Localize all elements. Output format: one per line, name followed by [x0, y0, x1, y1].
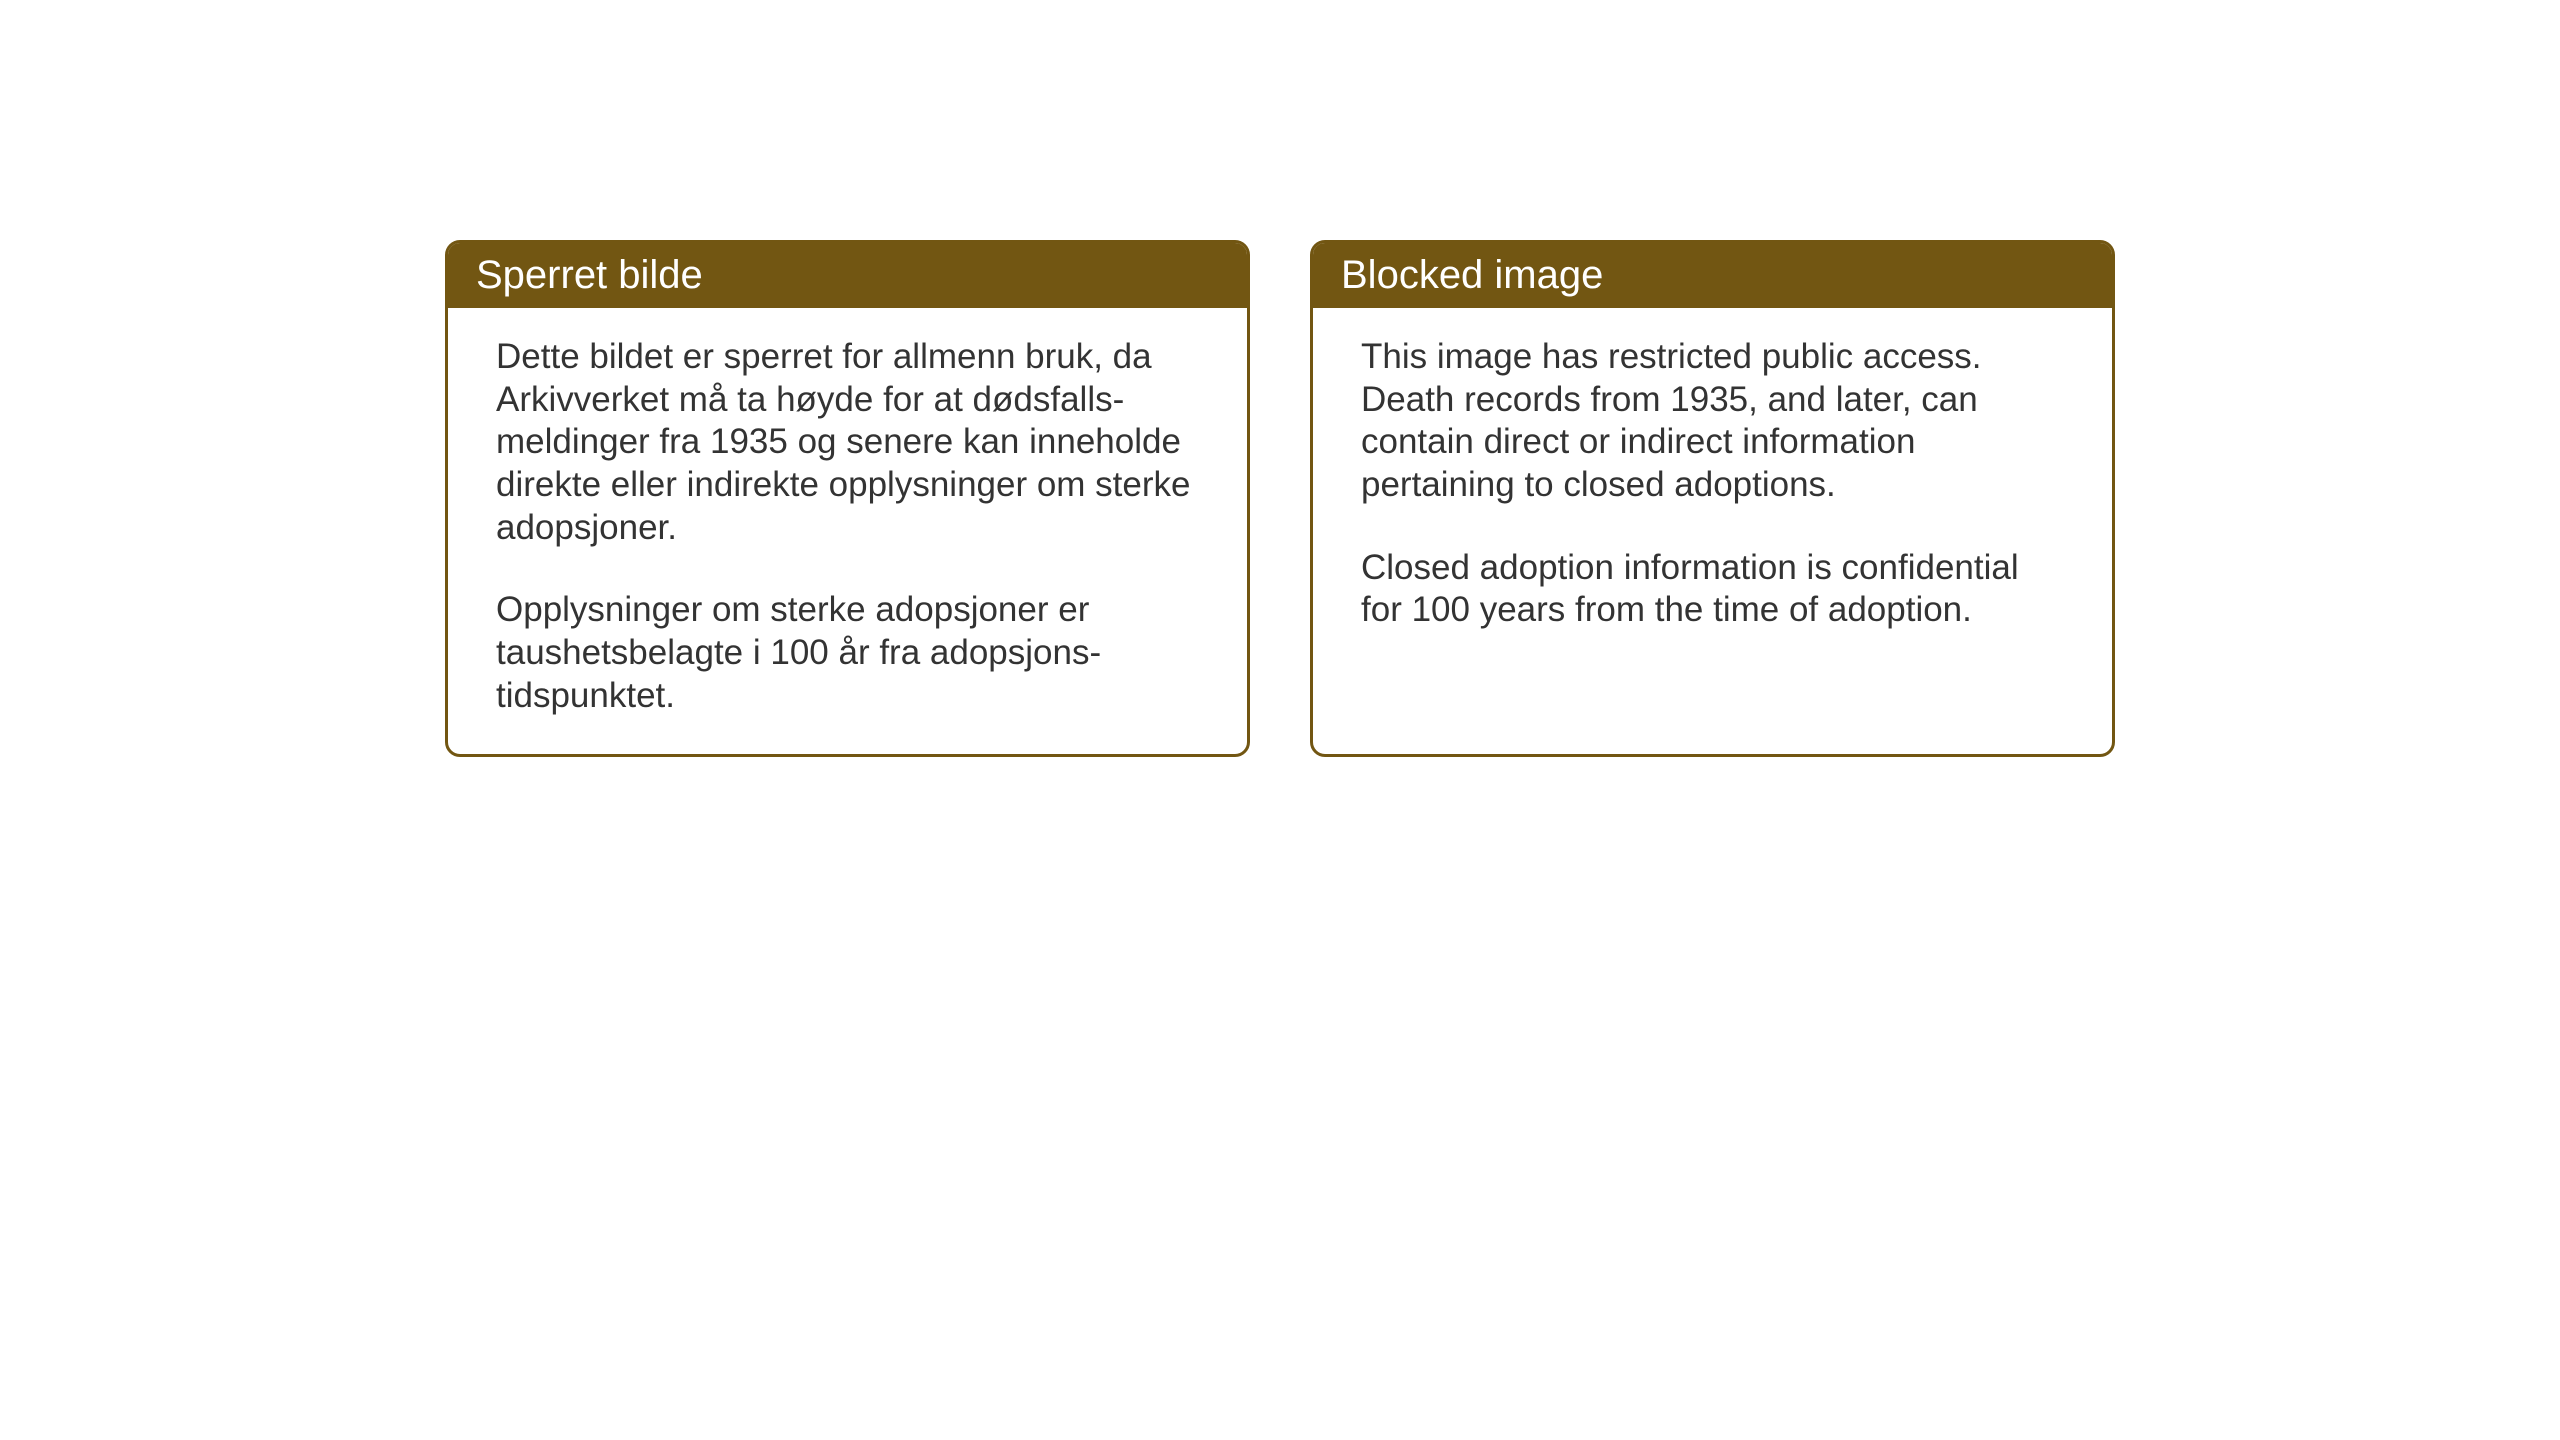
- notice-paragraph-1-norwegian: Dette bildet er sperret for allmenn bruk…: [496, 336, 1199, 549]
- notice-body-norwegian: Dette bildet er sperret for allmenn bruk…: [448, 308, 1247, 754]
- notice-paragraph-2-english: Closed adoption information is confident…: [1361, 547, 2064, 632]
- notice-paragraph-1-english: This image has restricted public access.…: [1361, 336, 2064, 507]
- notice-title-english: Blocked image: [1313, 243, 2112, 308]
- notice-container: Sperret bilde Dette bildet er sperret fo…: [445, 240, 2115, 757]
- notice-body-english: This image has restricted public access.…: [1313, 308, 2112, 668]
- notice-card-norwegian: Sperret bilde Dette bildet er sperret fo…: [445, 240, 1250, 757]
- notice-card-english: Blocked image This image has restricted …: [1310, 240, 2115, 757]
- notice-paragraph-2-norwegian: Opplysninger om sterke adopsjoner er tau…: [496, 589, 1199, 717]
- notice-title-norwegian: Sperret bilde: [448, 243, 1247, 308]
